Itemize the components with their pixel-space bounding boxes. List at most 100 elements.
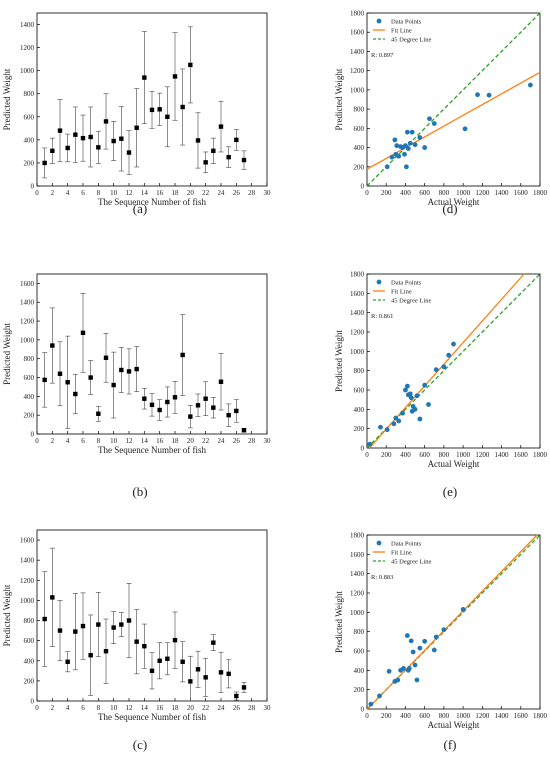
data-point <box>404 383 410 389</box>
y-tick-label: 1000 <box>350 86 365 94</box>
data-point <box>134 366 139 372</box>
data-point <box>142 75 147 80</box>
y-tick-label: 1000 <box>20 336 35 344</box>
data-point <box>410 649 416 655</box>
data-point <box>111 138 116 144</box>
data-point <box>211 640 216 645</box>
x-tick-label: 10 <box>110 437 118 445</box>
x-tick-label: 0 <box>35 437 39 445</box>
data-point <box>157 107 162 112</box>
data-point <box>403 387 408 393</box>
x-tick-label: 2 <box>51 437 55 445</box>
x-tick-label: 16 <box>156 437 164 445</box>
data-point <box>88 375 93 380</box>
data-point <box>103 119 109 124</box>
data-point <box>73 629 78 634</box>
data-point <box>226 412 231 418</box>
y-tick-label: 600 <box>24 637 35 645</box>
x-tick-label: 12 <box>126 189 134 197</box>
x-tick-label: 28 <box>248 189 256 197</box>
x-tick-label: 30 <box>264 189 272 197</box>
y-tick-label: 0 <box>31 183 35 191</box>
data-point <box>203 675 208 680</box>
x-tick-label: 20 <box>187 704 195 712</box>
data-point <box>134 639 139 644</box>
plot-frame <box>366 12 541 187</box>
y-tick-label: 1600 <box>20 280 35 288</box>
x-tick-label: 200 <box>381 189 392 197</box>
y-tick-label: 1200 <box>350 67 365 75</box>
subplot-label: (b) <box>132 484 147 499</box>
legend-label-fit: Fit Line <box>391 288 412 295</box>
data-point <box>103 649 109 654</box>
data-point <box>180 352 185 358</box>
data-point <box>42 377 47 383</box>
data-point <box>407 391 413 397</box>
data-point <box>218 670 224 675</box>
data-point <box>188 679 193 684</box>
data-point <box>412 662 418 668</box>
data-point <box>180 659 185 664</box>
y-tick-label: 600 <box>354 387 365 395</box>
x-tick-label: 400 <box>400 189 411 197</box>
y-tick-label: 800 <box>24 90 35 98</box>
x-tick-label: 1800 <box>533 189 548 197</box>
data-point <box>73 391 78 397</box>
data-point <box>431 121 437 126</box>
data-point <box>50 148 55 154</box>
x-tick-label: 1200 <box>475 451 490 459</box>
data-point <box>527 82 533 88</box>
data-point <box>441 627 447 633</box>
data-point <box>157 407 162 413</box>
y-tick-label: 1400 <box>20 299 35 307</box>
data-point <box>406 666 412 671</box>
data-point <box>203 396 208 401</box>
y-axis-label: Predicted Weight <box>2 584 12 646</box>
y-tick-label: 1800 <box>350 271 365 279</box>
data-point <box>119 622 124 627</box>
x-tick-label: 20 <box>187 189 195 197</box>
y-tick-label: 1800 <box>350 10 365 18</box>
x-tick-label: 26 <box>233 704 241 712</box>
y-tick-label: 800 <box>354 628 365 636</box>
x-tick-label: 8 <box>97 704 101 712</box>
data-point <box>426 402 431 407</box>
y-tick-label: 1600 <box>20 537 35 545</box>
x-tick-label: 22 <box>202 437 210 445</box>
x-tick-label: 22 <box>202 704 210 712</box>
y-tick-label: 1400 <box>350 570 365 578</box>
legend: Data Points Fit Line 45 Degree Line <box>373 540 432 565</box>
x-tick-label: 4 <box>66 437 70 445</box>
x-tick-label: 0 <box>365 451 369 459</box>
plot-frame <box>36 273 268 435</box>
data-point <box>57 628 63 633</box>
x-tick-label: 18 <box>172 704 180 712</box>
x-tick-label: 14 <box>141 704 149 712</box>
y-axis-label: Predicted Weight <box>2 68 12 130</box>
y-tick-label: 200 <box>24 677 35 685</box>
panel-e: 0 200 400 600 800 1000 1200 1400 1600 1800 0 200 400… <box>334 271 548 470</box>
data-point <box>172 74 178 79</box>
x-tick-label: 400 <box>400 451 411 459</box>
y-tick-label: 400 <box>24 393 35 401</box>
y-tick-label: 1200 <box>20 318 35 326</box>
data-point <box>367 441 373 447</box>
y-tick-label: 600 <box>354 125 365 133</box>
data-point <box>226 154 231 160</box>
data-point <box>96 145 101 150</box>
x-axis-label: Actual Weight <box>428 720 480 730</box>
data-point <box>404 633 410 638</box>
x-tick-label: 600 <box>419 712 430 720</box>
data-point <box>433 634 439 640</box>
data-point <box>409 129 415 135</box>
x-tick-label: 1800 <box>533 712 548 720</box>
x-tick-label: 1600 <box>514 712 529 720</box>
data-point <box>119 136 124 141</box>
y-tick-label: 200 <box>354 163 365 171</box>
r-value-text: R: 0.861 <box>371 313 393 320</box>
data-point <box>142 396 147 401</box>
legend: Data Points Fit Line 45 Degree Line <box>373 279 432 304</box>
x-tick-label: 22 <box>202 189 210 197</box>
y-tick-label: 200 <box>354 686 365 694</box>
